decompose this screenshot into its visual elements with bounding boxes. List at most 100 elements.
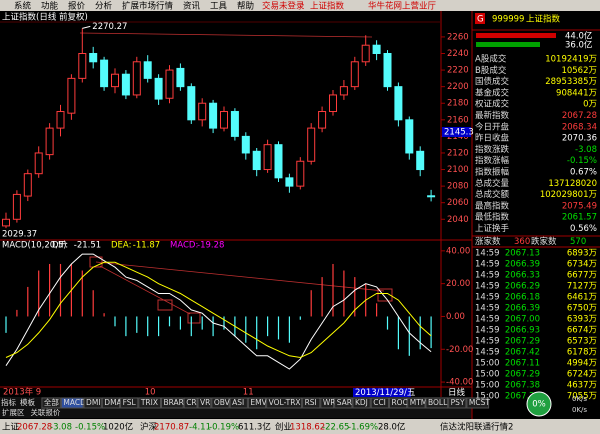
tab-left[interactable]: 模板: [20, 397, 35, 407]
menu-item[interactable]: 功能: [41, 1, 59, 12]
decline: 570: [570, 237, 586, 247]
indicator-tab-box[interactable]: [60, 397, 84, 409]
status-item: -4.11: [189, 423, 211, 433]
menu-trade[interactable]: 交易未登录: [262, 1, 305, 12]
indicator-tab[interactable]: VR: [200, 398, 210, 407]
indicator-tab-box[interactable]: [120, 397, 139, 409]
candle-body: [2, 218, 10, 227]
indicator-tab-box[interactable]: [302, 397, 321, 409]
indicator-tab-box[interactable]: [101, 397, 121, 409]
cursor-date-box: [353, 388, 411, 397]
indicator-tab-box[interactable]: [425, 397, 449, 409]
indicator-tab-box[interactable]: [334, 397, 353, 409]
indicator-tab[interactable]: MACD: [63, 398, 86, 407]
candle-body: [56, 111, 65, 129]
menu-item[interactable]: 系统: [14, 1, 32, 12]
advance: 360: [514, 237, 530, 247]
menu-item[interactable]: 报价: [68, 1, 86, 12]
indicator-tab-box[interactable]: [138, 397, 162, 409]
indicator-tab[interactable]: CR: [186, 398, 196, 407]
indicator-tab-box[interactable]: [41, 397, 61, 409]
tick-price: 2067.11: [505, 359, 540, 369]
tick-time: 14:59: [475, 304, 500, 314]
speed-up: 0K/s: [572, 395, 587, 403]
indicator-tab-box[interactable]: [407, 397, 426, 409]
indicator-tab[interactable]: BRAR: [164, 398, 184, 407]
indicator-tab-box[interactable]: [247, 397, 267, 409]
indicator-tab[interactable]: DMA: [104, 398, 122, 407]
indicator-tab[interactable]: EMV: [250, 398, 267, 407]
candle-body: [220, 111, 228, 129]
indicator-tab[interactable]: RSI: [305, 398, 317, 407]
menu-hall[interactable]: 华牛花网上营业厅: [368, 1, 437, 12]
indicator-tab[interactable]: MCST: [469, 398, 490, 407]
indicator-tab-box[interactable]: [466, 397, 490, 409]
indicator-tab-box[interactable]: [266, 397, 303, 409]
tick-time: 14:59: [475, 348, 500, 358]
indicator-tab[interactable]: DMI: [86, 398, 100, 407]
quote-label: 总成交额: [475, 189, 510, 200]
quote-label: 上证换手: [475, 223, 510, 234]
indicator-tab[interactable]: KDJ: [355, 398, 368, 407]
legend-label: MACD:: [170, 241, 198, 251]
quote-value: 2067.28: [562, 111, 597, 121]
decline-label: 跌家数: [531, 236, 557, 247]
tick-price: 2067.42: [505, 348, 540, 358]
status-item: 上证: [2, 423, 20, 433]
menu-item[interactable]: 资讯: [183, 1, 201, 12]
indicator-tab[interactable]: OBV: [214, 398, 231, 407]
bottom-tab[interactable]: 关联报价: [30, 407, 60, 417]
indicator-tab-box[interactable]: [370, 397, 389, 409]
y-tick-label: 2220: [447, 66, 469, 76]
indicator-tab[interactable]: FSL: [123, 398, 137, 407]
candle-body: [318, 111, 327, 129]
indicator-tab-box[interactable]: [448, 397, 467, 409]
indicator-tab-box[interactable]: [388, 397, 408, 409]
menu-item[interactable]: 扩展市场行情: [122, 1, 174, 12]
advance-label: 涨家数: [475, 236, 501, 247]
indicator-tab-box[interactable]: [211, 397, 230, 409]
indicator-tab[interactable]: ASI: [232, 398, 244, 407]
tick-volume: 6573万: [567, 337, 597, 347]
tab-left[interactable]: 指标: [1, 397, 16, 407]
indicator-tab-box[interactable]: [229, 397, 248, 409]
indicator-tab[interactable]: CCI: [373, 398, 386, 407]
indicator-tab[interactable]: MTM: [410, 398, 428, 407]
y-tick-label: 20.00: [446, 279, 470, 289]
indicator-tab[interactable]: ROC: [391, 398, 407, 407]
tick-price: 2066.29: [505, 282, 540, 292]
indicator-tab[interactable]: SAR: [337, 398, 352, 407]
indicator-tab-box[interactable]: [320, 397, 335, 409]
status-item: 2170.87: [154, 423, 189, 433]
menu-item[interactable]: 工具: [210, 2, 228, 12]
indicator-tab[interactable]: VOL-TRX: [269, 398, 301, 407]
indicator-tab[interactable]: WR: [323, 398, 336, 407]
status-item: 1318.62: [290, 423, 325, 433]
tick-volume: 6393万: [567, 315, 597, 325]
marker-box: [187, 312, 201, 324]
marker-box: [377, 288, 393, 302]
bottom-tab[interactable]: 扩展区: [2, 407, 25, 417]
indicator-tab[interactable]: PSY: [451, 398, 465, 407]
candle-body: [132, 61, 141, 96]
tick-time: 14:59: [475, 271, 500, 281]
indicator-tab-box[interactable]: [197, 397, 212, 409]
menu-index[interactable]: 上证指数: [310, 1, 345, 12]
tick-volume: 4637万: [567, 381, 597, 391]
y-tick-label: 2060: [447, 198, 469, 208]
menu-item[interactable]: 帮助: [237, 1, 254, 12]
indicator-tab-box[interactable]: [352, 397, 371, 409]
indicator-tab[interactable]: BOLL: [428, 398, 448, 407]
legend-label: DIF:: [52, 241, 68, 251]
candle-body: [34, 152, 43, 175]
indicator-tab-box[interactable]: [83, 397, 102, 409]
quote-label: 指数涨幅: [475, 155, 510, 166]
indicator-tab-box[interactable]: [183, 397, 198, 409]
indicator-tab[interactable]: 全部: [44, 397, 59, 407]
indicator-tab[interactable]: TRIX: [140, 398, 158, 407]
candle-body: [176, 67, 185, 88]
low-annotation: 2029.37: [2, 230, 37, 240]
y-tick-label: 2240: [447, 49, 469, 59]
menu-item[interactable]: 分析: [95, 1, 113, 12]
indicator-tab-box[interactable]: [161, 397, 184, 409]
